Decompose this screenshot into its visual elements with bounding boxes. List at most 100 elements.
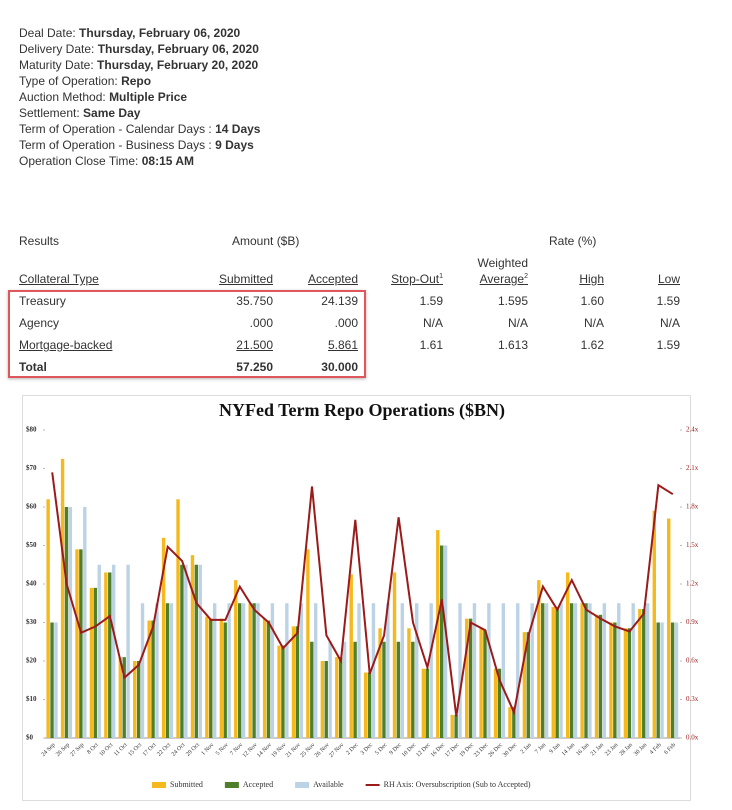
- bar: [234, 580, 238, 738]
- bar: [497, 668, 502, 738]
- header-label: Stop-Out1: [391, 272, 443, 286]
- bar: [464, 618, 469, 738]
- bar: [415, 603, 419, 738]
- bar: [487, 603, 491, 738]
- bar: [674, 622, 679, 738]
- y-tick-label: $70: [26, 464, 37, 472]
- bar: [407, 628, 411, 738]
- bar: [670, 622, 675, 738]
- bar: [237, 603, 242, 738]
- bar: [140, 603, 145, 738]
- detail-value: Thursday, February 06, 2020: [97, 42, 259, 56]
- y-tick-label: $80: [26, 426, 37, 434]
- bar: [165, 603, 170, 738]
- y2-tick-label: 1.8x: [686, 503, 699, 511]
- bar: [118, 657, 122, 738]
- bar: [443, 545, 448, 738]
- detail-label: Term of Operation - Calendar Days :: [19, 122, 212, 136]
- legend-swatch: [224, 782, 239, 788]
- bar: [363, 672, 368, 738]
- header-text: Accepted: [307, 272, 358, 286]
- table-cell: 24.139: [321, 294, 358, 308]
- group-label: Results: [19, 234, 60, 248]
- footnote: 1: [439, 273, 443, 280]
- table-cell: N/A: [422, 316, 443, 330]
- detail-line: Type of Operation: Repo: [19, 74, 151, 88]
- bar: [392, 572, 397, 738]
- bar: [342, 641, 347, 738]
- bar: [155, 603, 159, 738]
- header-label: Low: [658, 272, 680, 286]
- detail-line: Auction Method: Multiple Price: [19, 90, 187, 104]
- bar: [638, 609, 642, 738]
- bar: [555, 607, 559, 738]
- table-cell: 5.861: [327, 338, 358, 352]
- detail-value: Repo: [121, 74, 152, 88]
- bar: [382, 641, 386, 738]
- bar: [212, 603, 217, 738]
- header-text: Submitted: [218, 272, 273, 286]
- table-cell: 21.500: [236, 338, 273, 352]
- bar: [223, 622, 227, 738]
- bar: [252, 603, 256, 738]
- bar: [205, 616, 209, 738]
- table-cell: N/A: [659, 316, 680, 330]
- legend-swatch: [295, 782, 310, 788]
- y2-tick-label: 0.9x: [686, 618, 699, 626]
- y-tick-label: $30: [26, 618, 37, 626]
- bar: [458, 603, 462, 738]
- bar: [248, 603, 252, 738]
- bar: [569, 603, 574, 738]
- detail-line: Deal Date: Thursday, February 06, 2020: [19, 26, 240, 40]
- legend-label: Submitted: [170, 780, 203, 789]
- chart-frame: [22, 395, 691, 801]
- bar: [176, 499, 180, 738]
- bar: [198, 564, 202, 738]
- detail-label: Auction Method:: [19, 90, 106, 104]
- detail-line: Settlement: Same Day: [19, 106, 140, 120]
- bar: [111, 564, 116, 738]
- bar: [584, 603, 588, 738]
- bar: [133, 661, 137, 738]
- table-cell: 1.62: [580, 338, 604, 352]
- bar: [60, 458, 65, 738]
- bar: [180, 564, 184, 738]
- y2-tick-label: 2.1x: [686, 464, 699, 472]
- bar: [580, 603, 584, 738]
- y2-tick-label: 1.2x: [686, 580, 699, 588]
- detail-value: Multiple Price: [109, 90, 188, 104]
- bar: [588, 603, 592, 738]
- bar: [357, 603, 361, 738]
- bar: [493, 668, 498, 738]
- bar: [314, 603, 318, 738]
- bar: [79, 549, 83, 738]
- bar: [262, 618, 267, 738]
- bar: [631, 603, 635, 738]
- bar: [227, 603, 231, 738]
- bar: [656, 622, 660, 738]
- bar: [421, 668, 426, 738]
- detail-value: Thursday, February 20, 2020: [97, 58, 259, 72]
- header-label: Weighted: [477, 256, 528, 270]
- table-cell: 57.250: [236, 360, 273, 374]
- bar: [151, 620, 155, 738]
- table-cell: .000: [249, 316, 273, 330]
- bar: [386, 603, 390, 738]
- bar: [241, 603, 246, 738]
- table-cell: 1.60: [580, 294, 604, 308]
- bar: [594, 614, 599, 738]
- table-cell: 1.59: [419, 294, 443, 308]
- bar: [324, 661, 328, 738]
- y-tick-label: $10: [26, 695, 37, 703]
- bar: [54, 622, 58, 738]
- bar: [184, 564, 188, 738]
- bar: [551, 607, 555, 738]
- bar: [559, 603, 563, 738]
- bar: [219, 618, 224, 738]
- detail-line: Term of Operation - Calendar Days : 14 D…: [19, 122, 260, 136]
- header-label: Submitted: [219, 272, 273, 286]
- y2-tick-label: 2.4x: [686, 426, 699, 434]
- header-label: High: [579, 272, 604, 286]
- legend-label: Accepted: [243, 780, 273, 789]
- bar: [310, 641, 314, 738]
